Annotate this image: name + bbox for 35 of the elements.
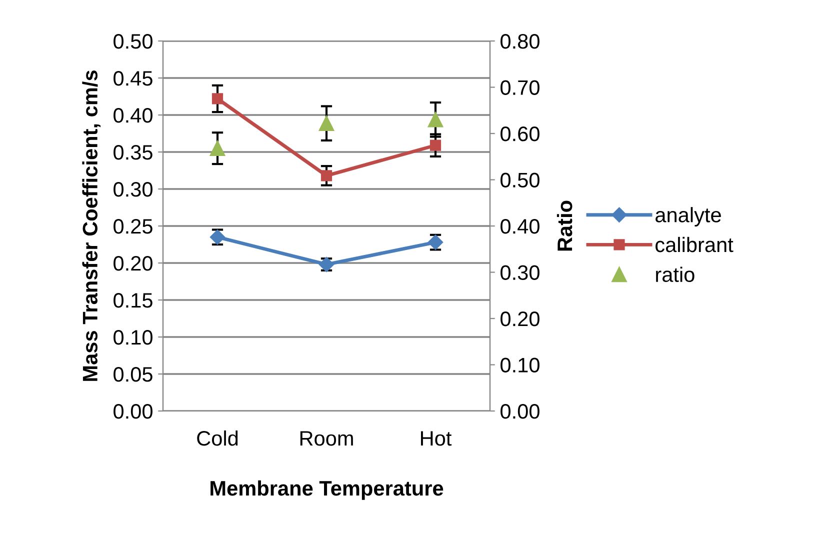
x-tick-label: Hot [421,431,452,446]
y-axis-title: Mass Transfer Coefficient, cm/s [82,70,101,381]
y2-tick-label: 0.10 [500,358,540,373]
legend-label: ratio [656,266,694,282]
legend-label: analyte [656,207,721,226]
point [210,140,226,156]
y2-tick-label: 0.00 [500,404,540,419]
y-tick-label: 0.50 [114,34,152,49]
y2-axis-title: Ratio [556,200,572,251]
y2-tick-label: 0.30 [500,265,540,280]
point [430,140,442,151]
y2-tick-label: 0.50 [500,172,540,188]
y2-tick-label: 0.20 [500,312,540,326]
y-tick-label: 0.20 [114,256,152,271]
point [212,93,224,104]
y2-tick-label: 0.70 [500,80,540,96]
x-tick-label: Cold [197,430,238,446]
legend-label: calibrant [656,236,734,252]
y-tick-label: 0.45 [114,71,152,86]
point [320,170,332,182]
y-tick-label: 0.00 [114,404,152,419]
y-tick-label: 0.10 [114,330,152,345]
y-tick-label: 0.35 [114,145,152,160]
x-tick-label: Room [300,431,353,446]
y-tick-label: 0.30 [114,182,152,197]
x-axis-title: Membrane Temperature [210,480,444,500]
y2-tick-label: 0.40 [500,219,540,234]
point [428,112,444,128]
y2-tick-label: 0.80 [500,34,540,49]
y-tick-label: 0.05 [114,367,152,382]
y-tick-label: 0.15 [114,293,152,308]
y-tick-label: 0.40 [114,108,152,123]
y2-tick-label: 0.60 [500,126,540,142]
y-tick-label: 0.25 [114,219,152,234]
point [318,116,334,131]
